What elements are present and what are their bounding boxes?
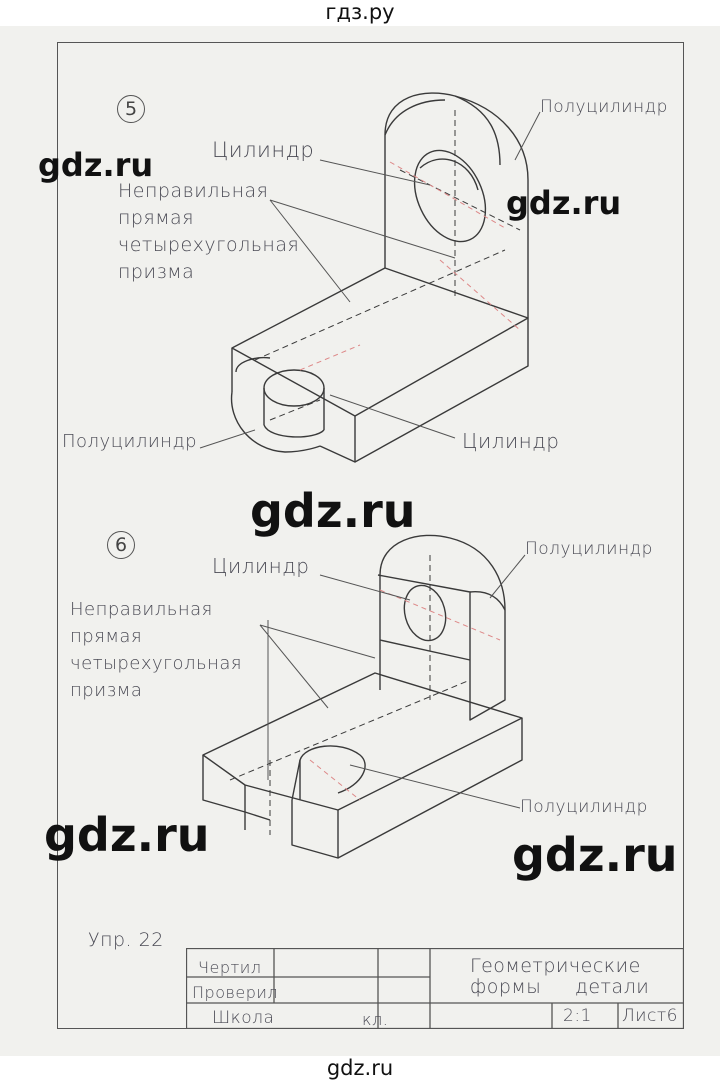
title-block-grade: кл. <box>362 1010 389 1029</box>
drawing-5-construction-lines <box>299 161 521 371</box>
title-block-title-line2: формы <box>470 976 542 998</box>
title-block-drew: Чертил <box>198 958 262 977</box>
ex6-half-cylinder-bottom-label: Полуцилиндр <box>520 797 648 817</box>
watermark: gdz.ru <box>250 484 416 538</box>
ex5-prism-line2: прямая <box>118 207 194 229</box>
title-block-checked: Проверил <box>192 983 279 1002</box>
exercise-5-number: 5 <box>117 95 145 123</box>
ex6-prism-line4: призма <box>70 680 143 701</box>
page-header: гдз.ру <box>0 0 720 26</box>
drawing-6-hidden-lines <box>229 555 471 835</box>
exercise-6-number: 6 <box>107 531 135 559</box>
header-site-label: гдз.ру <box>325 0 395 24</box>
page-footer: gdz.ru <box>0 1056 720 1083</box>
footer-site-label: gdz.ru <box>326 1056 394 1080</box>
ex6-cylinder-top-label: Цилиндр <box>212 554 310 578</box>
title-block-school: Школа <box>212 1008 275 1028</box>
ex6-half-cylinder-top-label: Полуцилиндр <box>525 539 653 559</box>
ex6-prism-line3: четырехугольная <box>70 653 243 674</box>
drawing-5-hidden-lines <box>254 110 521 421</box>
watermark: gdz.ru <box>38 146 154 184</box>
watermark: gdz.ru <box>512 828 678 882</box>
watermark: gdz.ru <box>506 184 622 222</box>
leader-lines <box>199 111 541 809</box>
ex6-prism-line1: Неправильная <box>70 599 213 620</box>
ex5-half-cylinder-bottom-label: Полуцилиндр <box>62 431 198 452</box>
title-block-scale: 2:1 <box>563 1006 592 1026</box>
ex5-half-cylinder-top-label: Полуцилиндр <box>540 97 668 117</box>
watermark: gdz.ru <box>44 808 210 862</box>
title-block-title-line1: Геометрические <box>470 955 641 977</box>
exercise-label: Упр. 22 <box>88 929 164 951</box>
ex5-prism-line1: Неправильная <box>118 180 269 202</box>
ex5-cylinder-top-label: Цилиндр <box>212 138 315 162</box>
ex6-prism-line2: прямая <box>70 626 143 647</box>
ex5-prism-line3: четырехугольная <box>118 234 300 256</box>
title-block-grid <box>186 948 684 1029</box>
drawing-6-construction-lines <box>309 589 501 801</box>
title-block-title-line3: детали <box>575 976 650 998</box>
ex5-prism-line4: призма <box>118 261 195 283</box>
ex5-cylinder-bottom-label: Цилиндр <box>462 429 560 453</box>
drawing-5-part <box>230 92 529 463</box>
drawing-6-part <box>202 534 523 859</box>
title-block-sheet: Лист6 <box>622 1006 678 1026</box>
